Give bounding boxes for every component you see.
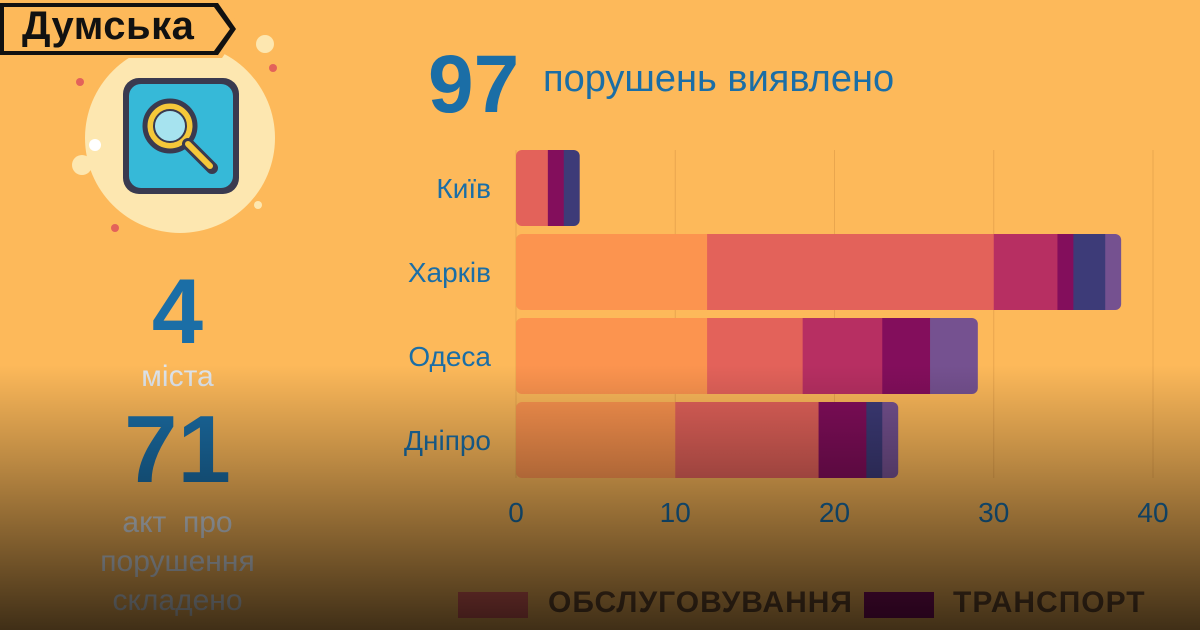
x-tick-label: 10	[660, 497, 691, 528]
bar-segment	[516, 150, 549, 226]
bar-segment	[993, 234, 1058, 310]
legend-label-service: ОБСЛУГОВУВАННЯ	[548, 586, 853, 619]
brand-badge[interactable]: Думська	[0, 0, 245, 58]
bar-segment	[882, 318, 931, 394]
x-tick-label: 40	[1137, 497, 1168, 528]
bar-segment	[1057, 234, 1074, 310]
bar-row	[516, 318, 978, 394]
legend-swatch-service	[458, 592, 528, 618]
bar-segment	[866, 402, 883, 478]
bar-segment	[1073, 234, 1106, 310]
x-tick-label: 0	[508, 497, 524, 528]
category-label: Київ	[436, 173, 491, 204]
legend-swatch-transport	[864, 592, 934, 618]
magnifier-icon	[72, 35, 277, 233]
bar-segment	[882, 402, 899, 478]
bar-row	[516, 402, 899, 478]
x-tick-label: 20	[819, 497, 850, 528]
bar-segment	[707, 318, 804, 394]
bar-segment	[547, 150, 565, 226]
bar-row	[516, 234, 1122, 310]
category-label: Одеса	[408, 341, 491, 372]
bar-segment	[516, 402, 676, 478]
category-label: Дніпро	[404, 425, 491, 456]
bar-segment	[563, 150, 580, 226]
bar-segment	[516, 318, 708, 394]
headline-number: 97	[428, 39, 520, 130]
legend-label-transport: ТРАНСПОРТ	[953, 586, 1146, 619]
bar-row	[516, 150, 580, 226]
headline-text: порушень виявлено	[543, 58, 895, 100]
bar-segment	[707, 234, 995, 310]
bar-segment	[818, 402, 867, 478]
brand-logo-text: Думська	[22, 4, 195, 48]
x-tick-label: 30	[978, 497, 1009, 528]
cities-count: 4	[151, 261, 204, 363]
bar-segment	[516, 234, 708, 310]
category-label: Харків	[408, 257, 491, 288]
bar-segment	[802, 318, 883, 394]
bar-segment	[930, 318, 978, 394]
bar-segment	[675, 402, 820, 478]
bar-segment	[1105, 234, 1122, 310]
